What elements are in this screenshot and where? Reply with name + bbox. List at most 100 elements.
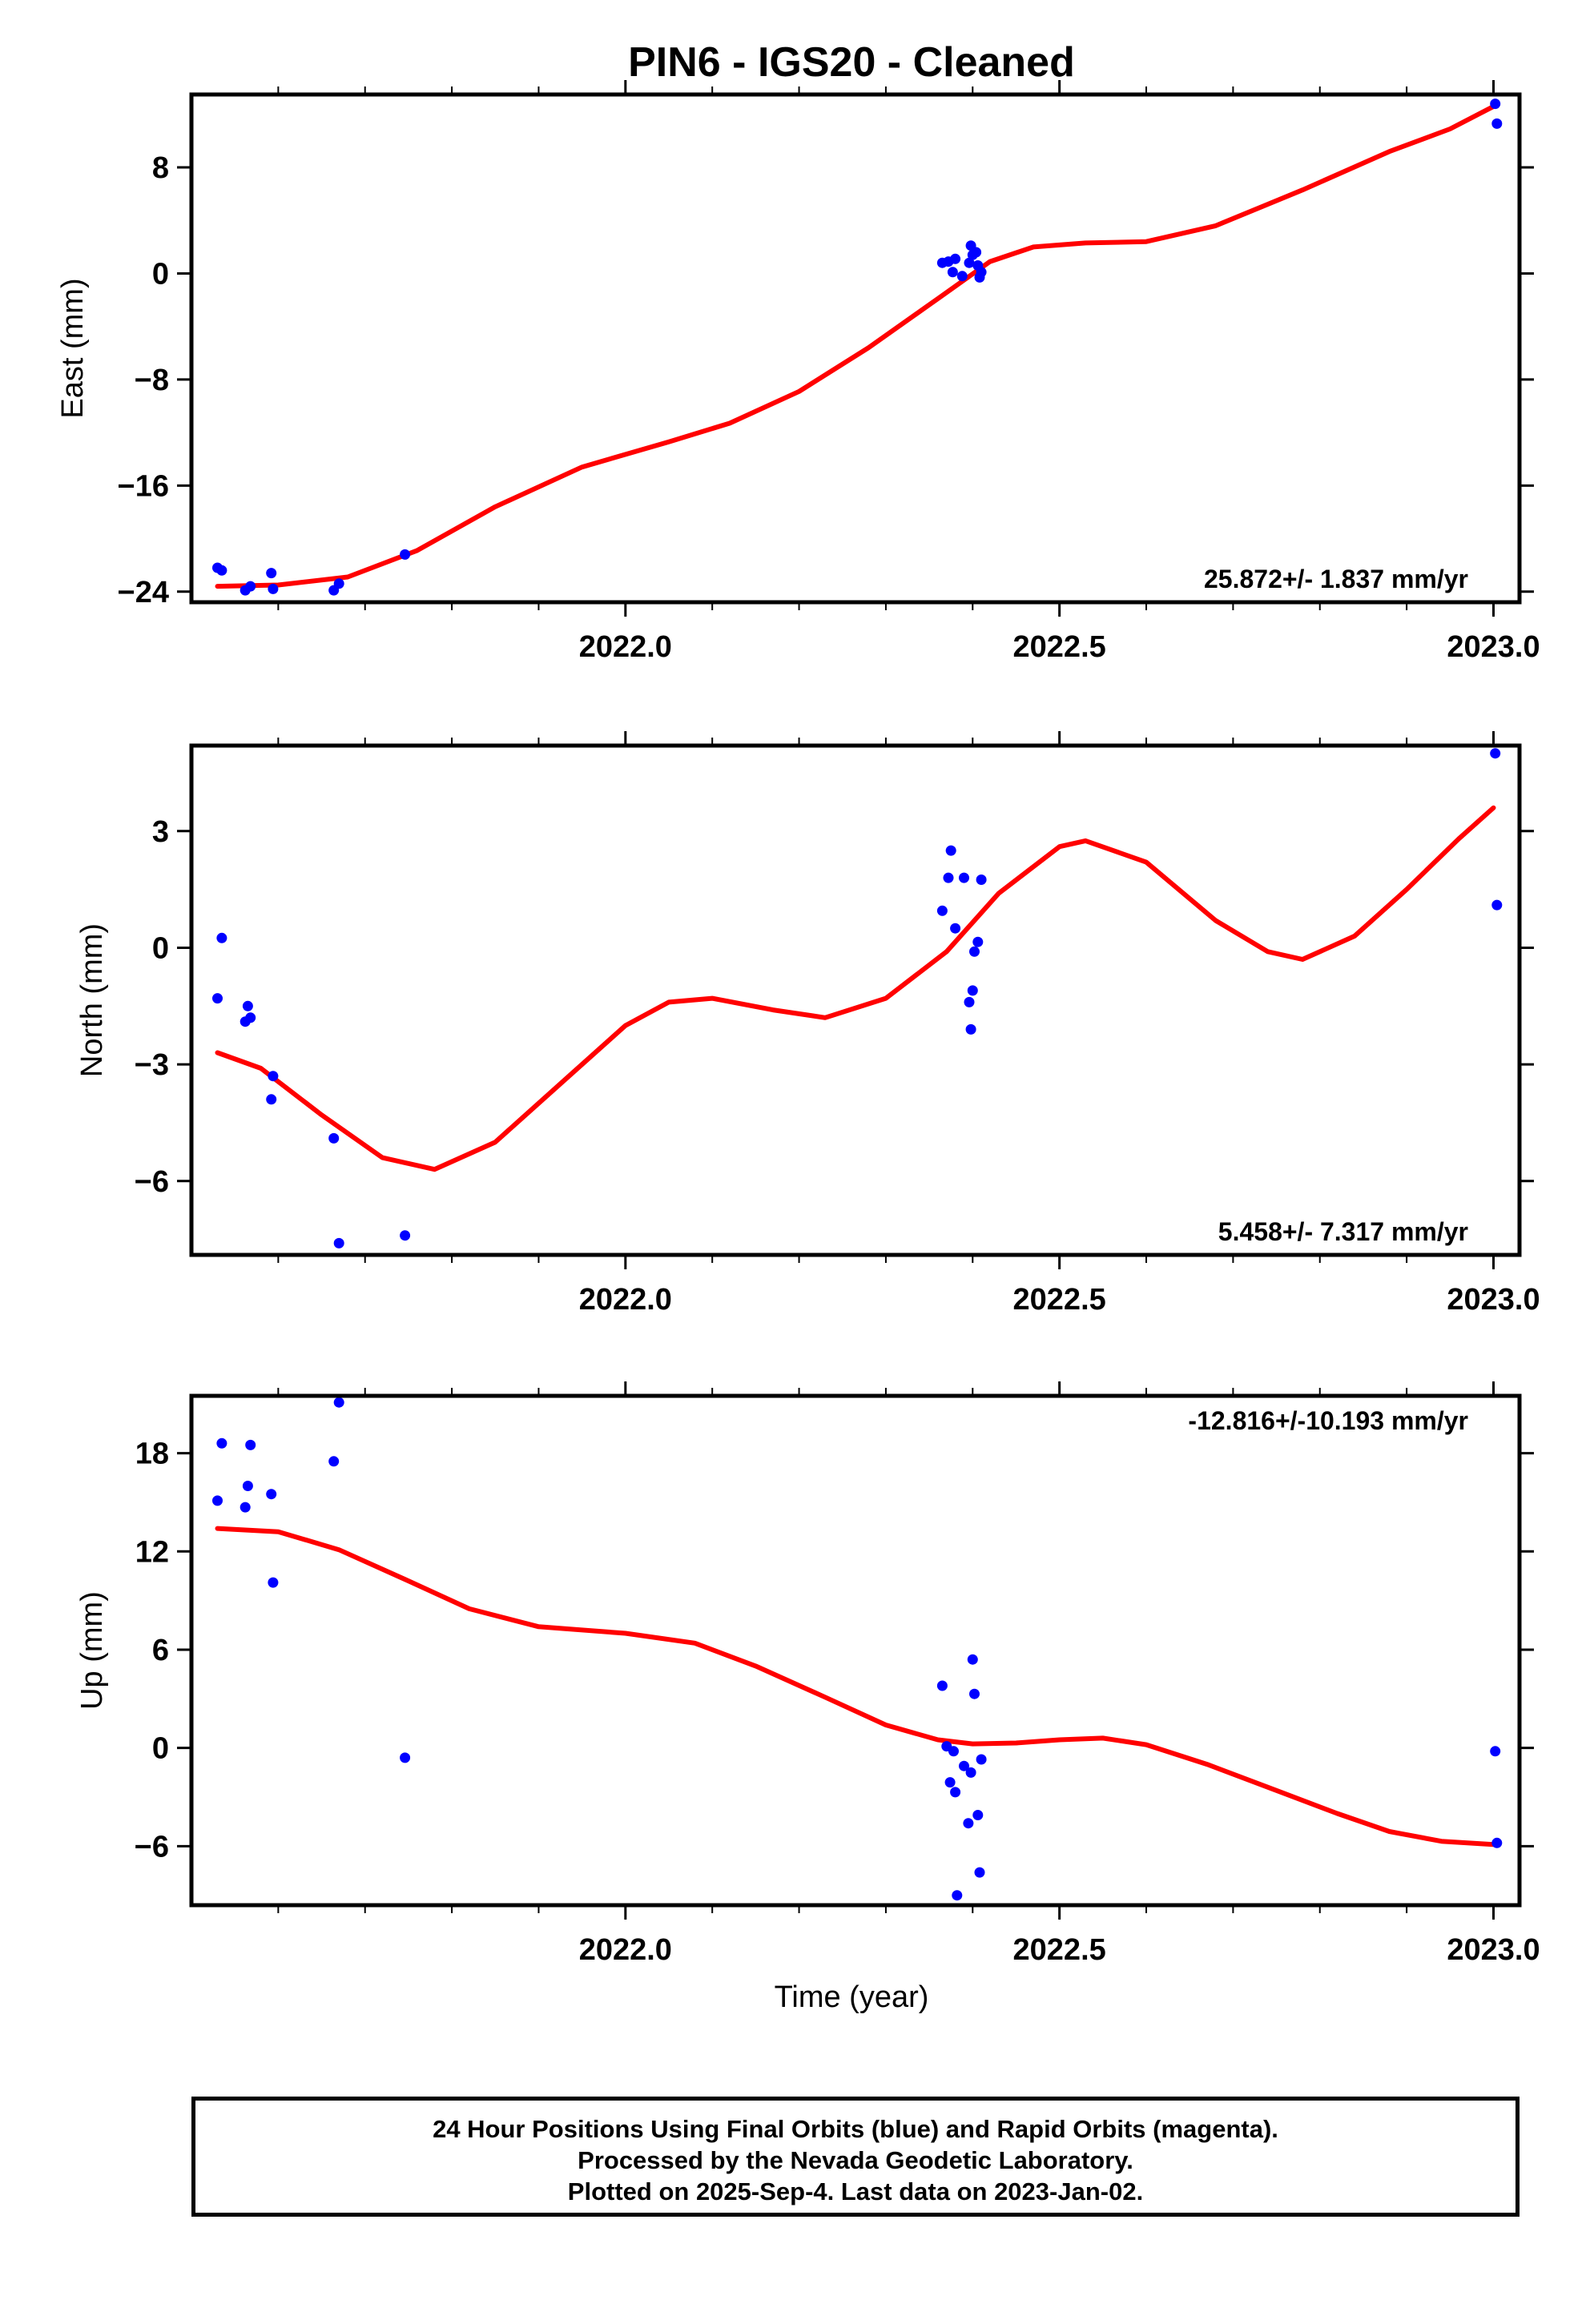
- caption-line-1: 24 Hour Positions Using Final Orbits (bl…: [433, 2115, 1278, 2143]
- y-tick-label: 18: [135, 1437, 169, 1471]
- y-tick-label: 12: [135, 1535, 169, 1569]
- data-point: [965, 1767, 976, 1778]
- data-point: [1491, 899, 1503, 911]
- data-point: [964, 996, 975, 1007]
- data-point: [266, 1094, 277, 1105]
- data-point: [950, 1787, 961, 1798]
- x-tick-label: 2023.0: [1447, 630, 1540, 664]
- caption-line-2: Processed by the Nevada Geodetic Laborat…: [578, 2146, 1133, 2174]
- data-point: [333, 1397, 344, 1408]
- data-point: [216, 932, 227, 943]
- x-tick-label: 2022.5: [1013, 630, 1106, 664]
- y-tick-label: 8: [152, 151, 169, 185]
- y-tick-label: −24: [118, 576, 169, 609]
- data-point: [1491, 118, 1503, 129]
- caption-line-3: Plotted on 2025-Sep-4. Last data on 2023…: [567, 2177, 1144, 2205]
- x-tick-label: 2022.0: [579, 630, 672, 664]
- plot-area: [212, 748, 1503, 1248]
- data-point: [242, 1000, 253, 1011]
- data-point: [1490, 1746, 1501, 1757]
- data-point: [976, 1754, 987, 1765]
- data-point: [245, 1439, 256, 1450]
- data-point: [245, 1012, 256, 1023]
- x-tick-label: 2023.0: [1447, 1933, 1540, 1967]
- data-point: [212, 1495, 223, 1506]
- y-tick-label: −6: [135, 1830, 169, 1864]
- plot-frame: [189, 743, 1522, 1257]
- x-axis-label: Time (year): [775, 1980, 929, 2014]
- data-point: [936, 905, 948, 916]
- data-point: [969, 946, 980, 957]
- data-point: [1490, 99, 1501, 110]
- data-point: [212, 993, 223, 1004]
- y-axis-label: Up (mm): [75, 1591, 109, 1710]
- y-tick-label: 6: [152, 1634, 169, 1667]
- data-point: [965, 1023, 976, 1035]
- rate-label: 5.458+/- 7.317 mm/yr: [1218, 1217, 1468, 1246]
- fit-curve: [215, 103, 1496, 589]
- rate-label: -12.816+/-10.193 mm/yr: [1188, 1406, 1468, 1435]
- data-point: [216, 565, 227, 576]
- data-point: [333, 1237, 344, 1248]
- rate-label: 25.872+/- 1.837 mm/yr: [1204, 565, 1468, 593]
- data-point: [328, 1456, 340, 1467]
- panel-2: 2022.0 2022.5 2023.0 −6 −3 0 3 North (mm) 5.458+…: [75, 731, 1540, 1317]
- plot-frame: [189, 1393, 1522, 1908]
- data-point: [959, 1760, 969, 1771]
- data-point: [952, 1890, 963, 1901]
- chart-title: PIN6 - IGS20 - Cleaned: [628, 39, 1075, 86]
- data-point: [268, 1071, 279, 1082]
- data-point: [963, 1818, 974, 1829]
- data-point: [959, 872, 969, 883]
- data-point: [1491, 1837, 1503, 1848]
- data-point: [266, 1489, 277, 1500]
- plot-area: [212, 1397, 1503, 1901]
- data-point: [972, 936, 984, 947]
- y-tick-label: 0: [152, 931, 169, 965]
- data-point: [956, 271, 968, 282]
- data-point: [976, 875, 987, 885]
- data-point: [266, 568, 277, 579]
- data-point: [967, 985, 978, 996]
- data-point: [950, 923, 961, 934]
- data-point: [948, 1746, 959, 1757]
- x-tick-label: 2022.0: [579, 1283, 672, 1317]
- y-tick-label: 3: [152, 815, 169, 849]
- data-point: [971, 247, 982, 258]
- y-tick-label: 0: [152, 257, 169, 291]
- x-tick-label: 2022.5: [1013, 1933, 1106, 1967]
- data-point: [943, 872, 954, 883]
- y-axis-label: North (mm): [75, 923, 109, 1077]
- data-point: [964, 257, 975, 268]
- data-point: [974, 1867, 985, 1878]
- panels: 2022.0 2022.5 2023.0 −24 −16 −8 0 8 East (mm) 25.…: [56, 80, 1540, 1967]
- panel-3: 2022.0 2022.5 2023.0 −6 0 6 12 18 Up (mm) -12.816…: [75, 1381, 1540, 1967]
- data-point: [969, 1688, 980, 1699]
- y-axis-label: East (mm): [56, 278, 90, 418]
- fit-curve: [215, 805, 1496, 1172]
- data-point: [967, 1654, 978, 1665]
- y-tick-label: −6: [135, 1165, 169, 1199]
- data-point: [268, 583, 279, 594]
- plot-area: [212, 99, 1503, 596]
- y-tick-label: 0: [152, 1732, 169, 1766]
- data-point: [936, 1680, 948, 1691]
- data-point: [328, 1132, 340, 1144]
- data-point: [245, 581, 256, 592]
- data-point: [242, 1481, 253, 1491]
- x-tick-label: 2023.0: [1447, 1283, 1540, 1317]
- data-point: [400, 549, 411, 560]
- data-point: [400, 1230, 411, 1241]
- data-point: [947, 267, 958, 278]
- data-point: [240, 1502, 251, 1513]
- x-tick-label: 2022.0: [579, 1933, 672, 1967]
- data-point: [400, 1752, 411, 1763]
- data-point: [950, 253, 961, 264]
- fit-curve: [215, 1526, 1496, 1848]
- data-point: [1490, 748, 1501, 759]
- y-tick-label: −8: [135, 364, 169, 397]
- panel-1: 2022.0 2022.5 2023.0 −24 −16 −8 0 8 East (mm) 25.…: [56, 80, 1540, 664]
- data-point: [944, 1777, 956, 1788]
- y-tick-label: −3: [135, 1048, 169, 1082]
